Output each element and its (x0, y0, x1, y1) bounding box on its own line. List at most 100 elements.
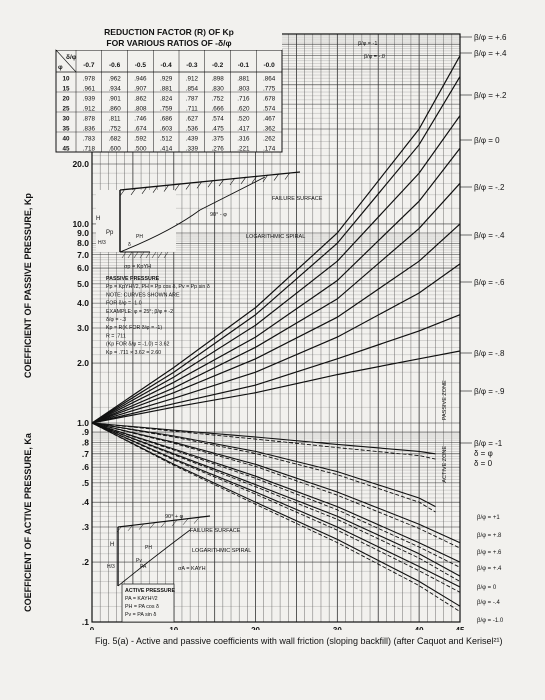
y-axis-label-active: COEFFICIENT OF ACTIVE PRESSURE, Ka (23, 432, 33, 612)
table-cell: .808 (134, 106, 147, 113)
table-col-header: -0.7 (83, 62, 95, 69)
table-cell: .520 (237, 116, 250, 123)
delta-zero-label: δ = 0 (474, 459, 493, 468)
hatch (145, 251, 151, 259)
table-cell: .592 (134, 136, 147, 143)
y-tick-label: 10.0 (72, 219, 89, 229)
table-cell: .276 (211, 146, 224, 153)
table-cell: .262 (263, 136, 276, 143)
y-tick-label: .8 (82, 437, 89, 447)
right-label-active: β/φ = -.4 (477, 600, 501, 606)
hatch (240, 176, 247, 185)
active-curve (91, 422, 461, 563)
x-tick-label: 40 (415, 626, 424, 630)
passive-curve (91, 115, 461, 424)
table-cell: .221 (237, 146, 250, 153)
passive-h3-label: H/3 (98, 240, 106, 246)
active-angle-label: 90° + φ (165, 514, 184, 520)
table-row-phi: 20 (62, 96, 70, 103)
y-tick-label: .7 (82, 449, 89, 459)
passive-note: EXAMPLE: φ = 25°; β/φ = -2 (106, 309, 173, 315)
y-tick-label: 20.0 (72, 159, 89, 169)
active-curve (91, 422, 436, 455)
hatch (273, 173, 280, 181)
table-cell: .467 (263, 116, 276, 123)
passive-note: δ/φ = -.3 (106, 317, 126, 323)
table-cell: .512 (160, 136, 173, 143)
right-label-passive: β/φ = 0 (474, 136, 500, 145)
right-label-active: β/φ = +.4 (477, 566, 502, 572)
table-cell: .946 (134, 76, 147, 83)
hatch (130, 187, 137, 196)
table-cell: .830 (211, 86, 224, 93)
hatch (152, 185, 159, 193)
table-cell: .860 (108, 106, 121, 113)
passive-curve (91, 314, 461, 424)
figure-caption: Fig. 5(a) - Active and passive coefficie… (95, 636, 503, 646)
right-label-active: β/φ = -1.0 (477, 618, 504, 624)
hatch (193, 517, 200, 524)
hatch (138, 523, 145, 530)
table-corner-diagonal (55, 49, 77, 73)
table-cell: .674 (134, 126, 147, 133)
passive-curve (91, 350, 461, 424)
right-label-passive: β/φ = -.2 (474, 183, 505, 192)
table-cell: .912 (186, 76, 199, 83)
active-curve-dashed (91, 422, 461, 612)
passive-angle-label: 90° - φ (210, 212, 227, 218)
passive-curve (91, 182, 461, 424)
table-cell: .500 (134, 146, 147, 153)
table-cell: .666 (211, 106, 224, 113)
table-cell: .627 (186, 116, 199, 123)
hatch (121, 251, 127, 259)
active-note: Pv = PA sin δ (125, 612, 156, 618)
table-cell: .574 (211, 116, 224, 123)
active-curve (91, 422, 461, 544)
passive-backfill-surface (119, 171, 301, 191)
x-tick-label: 10 (169, 626, 178, 630)
table-col-header: -0.6 (109, 62, 121, 69)
y-tick-label: 5.0 (77, 279, 89, 289)
passive-delta-label: δ (128, 242, 131, 248)
table-cell: .824 (160, 96, 173, 103)
y-tick-label: 9.0 (77, 228, 89, 238)
y-tick-label: .6 (82, 462, 89, 472)
hatch (229, 177, 236, 186)
passive-failure-surface (119, 176, 266, 253)
table-cell: .898 (211, 76, 224, 83)
passive-sigma-label: σp = KpYH (124, 264, 151, 270)
active-curve (91, 422, 461, 577)
table-col-header: -0.1 (238, 62, 250, 69)
table-cell: .783 (83, 136, 96, 143)
hatch (127, 251, 133, 259)
y-tick-label: 2.0 (77, 358, 89, 368)
y-tick-label: 4.0 (77, 298, 89, 308)
y-tick-label: 3.0 (77, 323, 89, 333)
hatch (163, 251, 169, 259)
passive-curve (91, 263, 461, 424)
hatch (218, 178, 225, 187)
table-cell: .878 (83, 116, 96, 123)
right-label-passive: β/φ = -.9 (474, 387, 505, 396)
table-cell: .678 (263, 96, 276, 103)
table-title-bg (56, 26, 282, 50)
delta-eq-label: δ = φ (474, 449, 493, 458)
table-cell: .775 (263, 86, 276, 93)
table-title: REDUCTION FACTOR (R) OF Kp (104, 27, 234, 37)
table-cell: .934 (108, 86, 121, 93)
hatch (149, 522, 156, 529)
y-tick-label: .2 (82, 557, 89, 567)
passive-inset-bg (96, 190, 176, 252)
hatch (163, 184, 170, 192)
hatch (139, 251, 145, 259)
y-tick-label: 1.0 (77, 418, 89, 428)
passive-curve (91, 147, 461, 424)
x-tick-label: 30 (333, 626, 342, 630)
table-corner-bottom: φ (58, 64, 63, 71)
passive-note: NOTE: CURVES SHOWN ARE (106, 292, 180, 298)
table-cell: .864 (263, 76, 276, 83)
table-row-phi: 15 (62, 86, 70, 93)
hatch (174, 183, 181, 191)
table-col-header: -0.2 (212, 62, 224, 69)
